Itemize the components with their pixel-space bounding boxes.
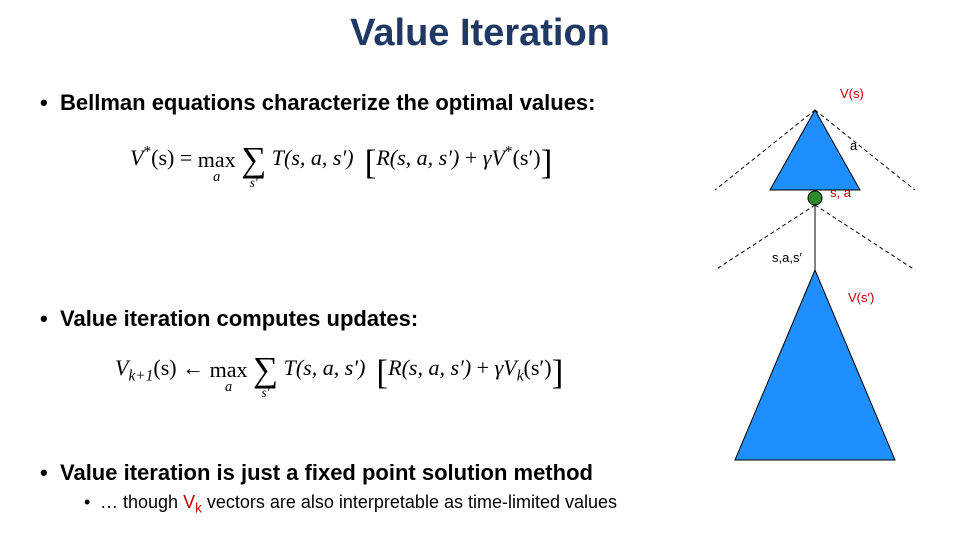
eq1-star2: * bbox=[505, 144, 513, 161]
eq1-s: (s) bbox=[151, 145, 174, 170]
diag-line bbox=[815, 205, 915, 270]
tree-diagram bbox=[700, 80, 950, 480]
bullet-fixed-point: Value iteration is just a fixed point so… bbox=[60, 460, 593, 486]
subbullet-vk: … though Vk vectors are also interpretab… bbox=[100, 492, 617, 516]
eq2-arrow: ← bbox=[177, 355, 210, 380]
eq2-Vk1: V bbox=[115, 355, 128, 380]
eq2-lbr: [ bbox=[376, 353, 388, 392]
eq2-s: (s) bbox=[153, 355, 176, 380]
label-vs: V(s) bbox=[840, 86, 864, 101]
eq1-eq: = bbox=[174, 145, 197, 170]
eq2-R: R(s, a, s′) bbox=[388, 355, 471, 380]
bullet-bellman: Bellman equations characterize the optim… bbox=[60, 90, 596, 116]
eq2-T: T(s, a, s′) bbox=[284, 355, 366, 380]
eq1-T: T(s, a, s′) bbox=[272, 145, 354, 170]
slide: Value Iteration Bellman equations charac… bbox=[0, 0, 960, 540]
eq2-k1sub: k+1 bbox=[128, 367, 153, 384]
eq2-sigma-sub: s′ bbox=[253, 385, 278, 401]
eq1-V: V bbox=[130, 145, 143, 170]
eq1-sigma: ∑s′ bbox=[241, 140, 266, 180]
eq1-R: R(s, a, s′) bbox=[376, 145, 459, 170]
eq2-ksub: k bbox=[517, 367, 524, 384]
eq2-rbr: ] bbox=[552, 353, 564, 392]
slide-title: Value Iteration bbox=[0, 12, 960, 55]
label-vsp: V(s′) bbox=[848, 290, 874, 305]
sub-vk: Vk bbox=[183, 492, 202, 512]
eq1-s2: (s′) bbox=[513, 145, 541, 170]
eq1-lbr: [ bbox=[365, 143, 377, 182]
sub-suffix: vectors are also interpretable as time-l… bbox=[202, 492, 617, 512]
node-circle bbox=[808, 191, 822, 205]
eq2-gamma: γ bbox=[495, 355, 504, 380]
eq1-star: * bbox=[143, 144, 151, 161]
label-a: a bbox=[850, 138, 857, 153]
eq2-sigma: ∑s′ bbox=[253, 350, 278, 390]
eq2-plus: + bbox=[471, 355, 494, 380]
eq1-max-sub: a bbox=[198, 169, 236, 186]
eq1-V2: V bbox=[491, 145, 504, 170]
eq1-sigma-sub: s′ bbox=[241, 175, 266, 191]
eq1-rbr: ] bbox=[541, 143, 553, 182]
label-sa: s, a bbox=[830, 185, 851, 200]
sub-vk-k: k bbox=[195, 501, 202, 516]
sub-vk-v: V bbox=[183, 492, 195, 512]
eq2-max-sub: a bbox=[210, 379, 248, 396]
eq1-plus: + bbox=[459, 145, 482, 170]
eq2-Vk: V bbox=[503, 355, 516, 380]
sub-prefix: … though bbox=[100, 492, 183, 512]
eq2-s2: (s′) bbox=[524, 355, 552, 380]
label-sas: s,a,s′ bbox=[772, 250, 802, 265]
triangle-top bbox=[770, 110, 860, 190]
bullet-value-iteration: Value iteration computes updates: bbox=[60, 306, 418, 332]
equation-bellman: V*(s) = maxa ∑s′ T(s, a, s′) [R(s, a, s′… bbox=[130, 140, 552, 183]
equation-value-iteration: Vk+1(s) ← maxa ∑s′ T(s, a, s′) [R(s, a, … bbox=[115, 350, 563, 393]
